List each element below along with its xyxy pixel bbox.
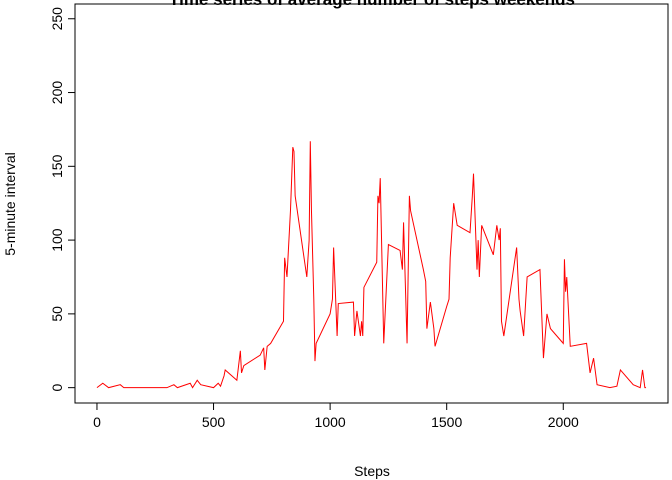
y-tick-label: 0 — [49, 384, 65, 392]
x-tick-label: 1000 — [315, 414, 346, 430]
plot-frame — [74, 3, 669, 404]
y-tick-label: 100 — [49, 228, 65, 252]
x-tick-label: 0 — [93, 414, 101, 430]
chart-title: Time series of average number of steps w… — [169, 0, 575, 9]
y-tick-label: 200 — [49, 81, 65, 105]
y-tick-label: 50 — [49, 306, 65, 322]
x-tick-label: 500 — [202, 414, 226, 430]
x-tick-label: 1500 — [431, 414, 462, 430]
y-axis-label: 5-minute interval — [2, 152, 18, 256]
y-tick-label: 250 — [49, 7, 65, 31]
x-tick-label: 2000 — [548, 414, 579, 430]
y-tick-label: 150 — [49, 154, 65, 178]
x-axis-label: Steps — [354, 463, 390, 479]
data-line — [96, 141, 647, 389]
